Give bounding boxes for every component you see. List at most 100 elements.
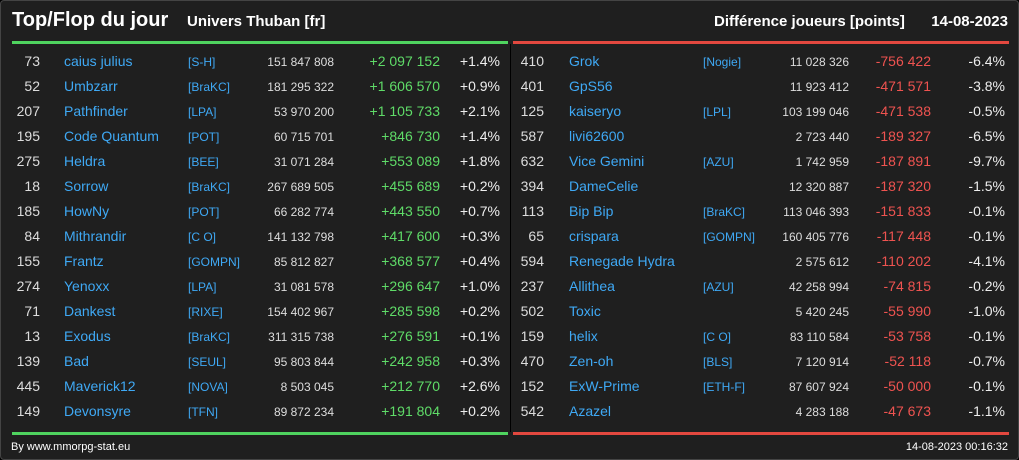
top-player-row: 18 Sorrow [BraKC] 267 689 505 +455 689 +0.2% xyxy=(12,173,508,198)
alliance-tag[interactable]: [ETH-F] xyxy=(703,380,745,394)
player-name-link[interactable]: Yenoxx xyxy=(64,278,110,294)
player-name-link[interactable]: Vice Gemini xyxy=(569,153,645,169)
percent-change: -0.1% xyxy=(968,328,1005,344)
points-difference: -74 815 xyxy=(883,278,931,294)
player-name-link[interactable]: Renegade Hydra xyxy=(569,253,675,269)
player-name-link[interactable]: Grok xyxy=(569,53,600,69)
player-name-link[interactable]: Umbzarr xyxy=(64,78,118,94)
top-player-row: 274 Yenoxx [LPA] 31 081 578 +296 647 +1.0% xyxy=(12,273,508,298)
alliance-tag[interactable]: [BraKC] xyxy=(188,180,231,194)
alliance-tag[interactable]: [LPA] xyxy=(188,280,217,294)
alliance-tag[interactable]: [BraKC] xyxy=(703,205,746,219)
alliance-tag[interactable]: [POT] xyxy=(188,130,220,144)
player-name-link[interactable]: Bad xyxy=(64,353,89,369)
alliance-tag[interactable]: [LPL] xyxy=(703,105,732,119)
player-points: 66 282 774 xyxy=(273,205,334,219)
top-player-row: 84 Mithrandir [C O] 141 132 798 +417 600 +0.3… xyxy=(12,223,508,248)
player-name-link[interactable]: helix xyxy=(569,328,598,344)
player-rank: 152 xyxy=(520,378,544,394)
percent-change: -1.0% xyxy=(968,303,1005,319)
page-title: Top/Flop du jour xyxy=(12,9,169,31)
player-name-link[interactable]: Exodus xyxy=(64,328,111,344)
alliance-tag[interactable]: [RIXE] xyxy=(188,305,223,319)
player-points: 113 046 393 xyxy=(783,205,849,219)
player-rank: 149 xyxy=(16,403,40,419)
points-difference: -187 320 xyxy=(875,178,931,194)
alliance-tag[interactable]: [S-H] xyxy=(188,55,216,69)
player-points: 311 315 738 xyxy=(268,330,334,344)
player-rank: 139 xyxy=(16,353,40,369)
player-name-link[interactable]: Code Quantum xyxy=(64,128,159,144)
player-name-link[interactable]: kaiseryo xyxy=(569,103,622,119)
player-name-link[interactable]: ExW-Prime xyxy=(569,378,640,394)
percent-change: +0.9% xyxy=(459,78,500,94)
points-difference: -151 833 xyxy=(875,203,931,219)
points-difference: -53 758 xyxy=(883,328,931,344)
alliance-tag[interactable]: [BraKC] xyxy=(188,80,231,94)
percent-change: -1.5% xyxy=(968,178,1005,194)
player-name-link[interactable]: Sorrow xyxy=(64,178,109,194)
percent-change: +0.3% xyxy=(459,353,500,369)
alliance-tag[interactable]: [AZU] xyxy=(703,280,734,294)
player-name-link[interactable]: DameCelie xyxy=(569,178,639,194)
points-difference: +417 600 xyxy=(381,228,440,244)
alliance-tag[interactable]: [C O] xyxy=(703,330,732,344)
alliance-tag[interactable]: [POT] xyxy=(188,205,220,219)
player-rank: 470 xyxy=(520,353,544,369)
player-name-link[interactable]: Allithea xyxy=(569,278,615,294)
alliance-tag[interactable]: [LPA] xyxy=(188,105,217,119)
player-name-link[interactable]: Dankest xyxy=(64,303,116,319)
alliance-tag[interactable]: [AZU] xyxy=(703,155,734,169)
player-name-link[interactable]: GpS56 xyxy=(569,78,613,94)
player-name-link[interactable]: Mithrandir xyxy=(64,228,127,244)
footer: By www.mmorpg-stat.eu 14-08-2023 00:16:3… xyxy=(1,437,1018,459)
alliance-tag[interactable]: [SEUL] xyxy=(188,355,227,369)
player-points: 12 320 887 xyxy=(788,180,849,194)
player-points: 103 199 046 xyxy=(782,105,849,119)
percent-change: -0.7% xyxy=(968,353,1005,369)
points-difference: -55 990 xyxy=(883,303,931,319)
player-name-link[interactable]: livi62600 xyxy=(569,128,625,144)
flop-player-row: 594 Renegade Hydra 2 575 612 -110 202 -4.1% xyxy=(513,248,1009,273)
flop-player-row: 65 crispara [GOMPN] 160 405 776 -117 448 -0.1… xyxy=(513,223,1009,248)
player-name-link[interactable]: Toxic xyxy=(569,303,601,319)
alliance-tag[interactable]: [TFN] xyxy=(188,405,218,419)
player-points: 60 715 701 xyxy=(273,130,334,144)
points-difference: -52 118 xyxy=(884,353,931,369)
player-points: 1 742 959 xyxy=(795,155,849,169)
player-rank: 502 xyxy=(520,303,544,319)
player-name-link[interactable]: Frantz xyxy=(64,253,104,269)
alliance-tag[interactable]: [BEE] xyxy=(188,155,219,169)
percent-change: -0.1% xyxy=(968,203,1005,219)
player-points: 181 295 322 xyxy=(267,80,334,94)
top-player-row: 207 Pathfinder [LPA] 53 970 200 +1 105 733 +2… xyxy=(12,98,508,123)
player-name-link[interactable]: Azazel xyxy=(569,403,612,419)
points-difference: +2 097 152 xyxy=(369,53,440,69)
alliance-tag[interactable]: [NOVA] xyxy=(188,380,228,394)
player-points: 42 258 994 xyxy=(788,280,849,294)
player-name-link[interactable]: HowNy xyxy=(64,203,110,219)
alliance-tag[interactable]: [GOMPN] xyxy=(703,230,756,244)
player-points: 87 607 924 xyxy=(788,380,849,394)
player-name-link[interactable]: Heldra xyxy=(64,153,106,169)
player-name-link[interactable]: Zen-oh xyxy=(569,353,614,369)
points-difference: +212 770 xyxy=(381,378,440,394)
player-name-link[interactable]: Maverick12 xyxy=(64,378,136,394)
player-name-link[interactable]: caius julius xyxy=(64,53,133,69)
flop-player-row: 113 Bip Bip [BraKC] 113 046 393 -151 833 -0.1… xyxy=(513,198,1009,223)
flop-player-row: 410 Grok [Nogie] 11 028 326 -756 422 -6.4% xyxy=(513,48,1009,73)
alliance-tag[interactable]: [BLS] xyxy=(703,355,733,369)
alliance-tag[interactable]: [GOMPN] xyxy=(188,255,241,269)
percent-change: +1.4% xyxy=(459,53,500,69)
player-name-link[interactable]: crispara xyxy=(569,228,619,244)
player-name-link[interactable]: Devonsyre xyxy=(64,403,131,419)
panel-divider xyxy=(510,44,511,432)
player-rank: 275 xyxy=(16,153,40,169)
alliance-tag[interactable]: [C O] xyxy=(188,230,217,244)
player-rank: 125 xyxy=(520,103,544,119)
alliance-tag[interactable]: [BraKC] xyxy=(188,330,231,344)
alliance-tag[interactable]: [Nogie] xyxy=(703,55,742,69)
percent-change: +0.4% xyxy=(459,253,500,269)
player-name-link[interactable]: Pathfinder xyxy=(64,103,128,119)
player-name-link[interactable]: Bip Bip xyxy=(569,203,614,219)
